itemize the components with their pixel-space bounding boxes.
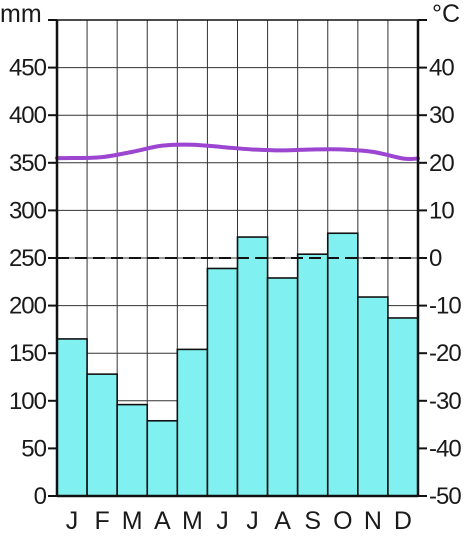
month-label: A [154,507,171,535]
month-label: J [216,507,229,535]
left-tick-label: 50 [21,435,46,462]
precipitation-bar [116,403,149,497]
left-tick-label: 0 [34,483,47,510]
precipitation-bar [236,236,269,497]
precipitation-bar [326,232,359,497]
left-tick-label: 250 [9,245,47,272]
right-tick-label: -40 [429,435,461,462]
month-label: F [94,507,109,535]
month-label: A [274,507,291,535]
left-axis-ticks: 0 50 100 150 200 250 300 350 400 450 [9,19,57,510]
right-axis-unit: °C [432,0,460,28]
precipitation-bar [206,267,239,497]
temperature-line [55,142,420,162]
precipitation-bar [56,338,88,497]
right-tick-label: 40 [429,55,454,82]
left-tick-label: 150 [9,340,47,367]
right-axis-ticks: -50 -40 -30 -20 -10 0 10 20 30 40 [418,19,462,510]
temperature-curve [55,142,420,162]
precipitation-bar [387,317,419,497]
left-tick-label: 450 [9,55,47,82]
month-label: O [333,507,352,535]
right-tick-label: -50 [429,483,461,510]
right-tick-label: -30 [429,388,461,415]
month-label: S [304,507,321,535]
left-tick-label: 200 [9,293,47,320]
right-tick-label: -10 [429,293,461,320]
left-tick-label: 350 [9,150,47,177]
right-tick-label: 20 [429,150,454,177]
month-label: J [66,507,79,535]
month-label: M [122,507,143,535]
precipitation-bar [146,419,179,497]
precipitation-bar [266,277,299,497]
left-axis-unit: mm [0,0,42,28]
right-tick-label: 0 [429,245,442,272]
month-label: N [364,507,382,535]
right-tick-label: 30 [429,102,454,129]
precipitation-bars [56,232,419,497]
left-tick-label: 100 [9,388,47,415]
month-label: J [246,507,259,535]
precipitation-bar [357,296,389,497]
precipitation-bar [176,348,209,497]
month-label: M [182,507,203,535]
left-tick-label: 300 [9,197,47,224]
precipitation-bar [86,373,118,497]
precipitation-bar [296,253,329,497]
left-tick-label: 400 [9,102,47,129]
right-tick-label: 10 [429,197,454,224]
month-label: D [394,507,412,535]
right-tick-label: -20 [429,340,461,367]
